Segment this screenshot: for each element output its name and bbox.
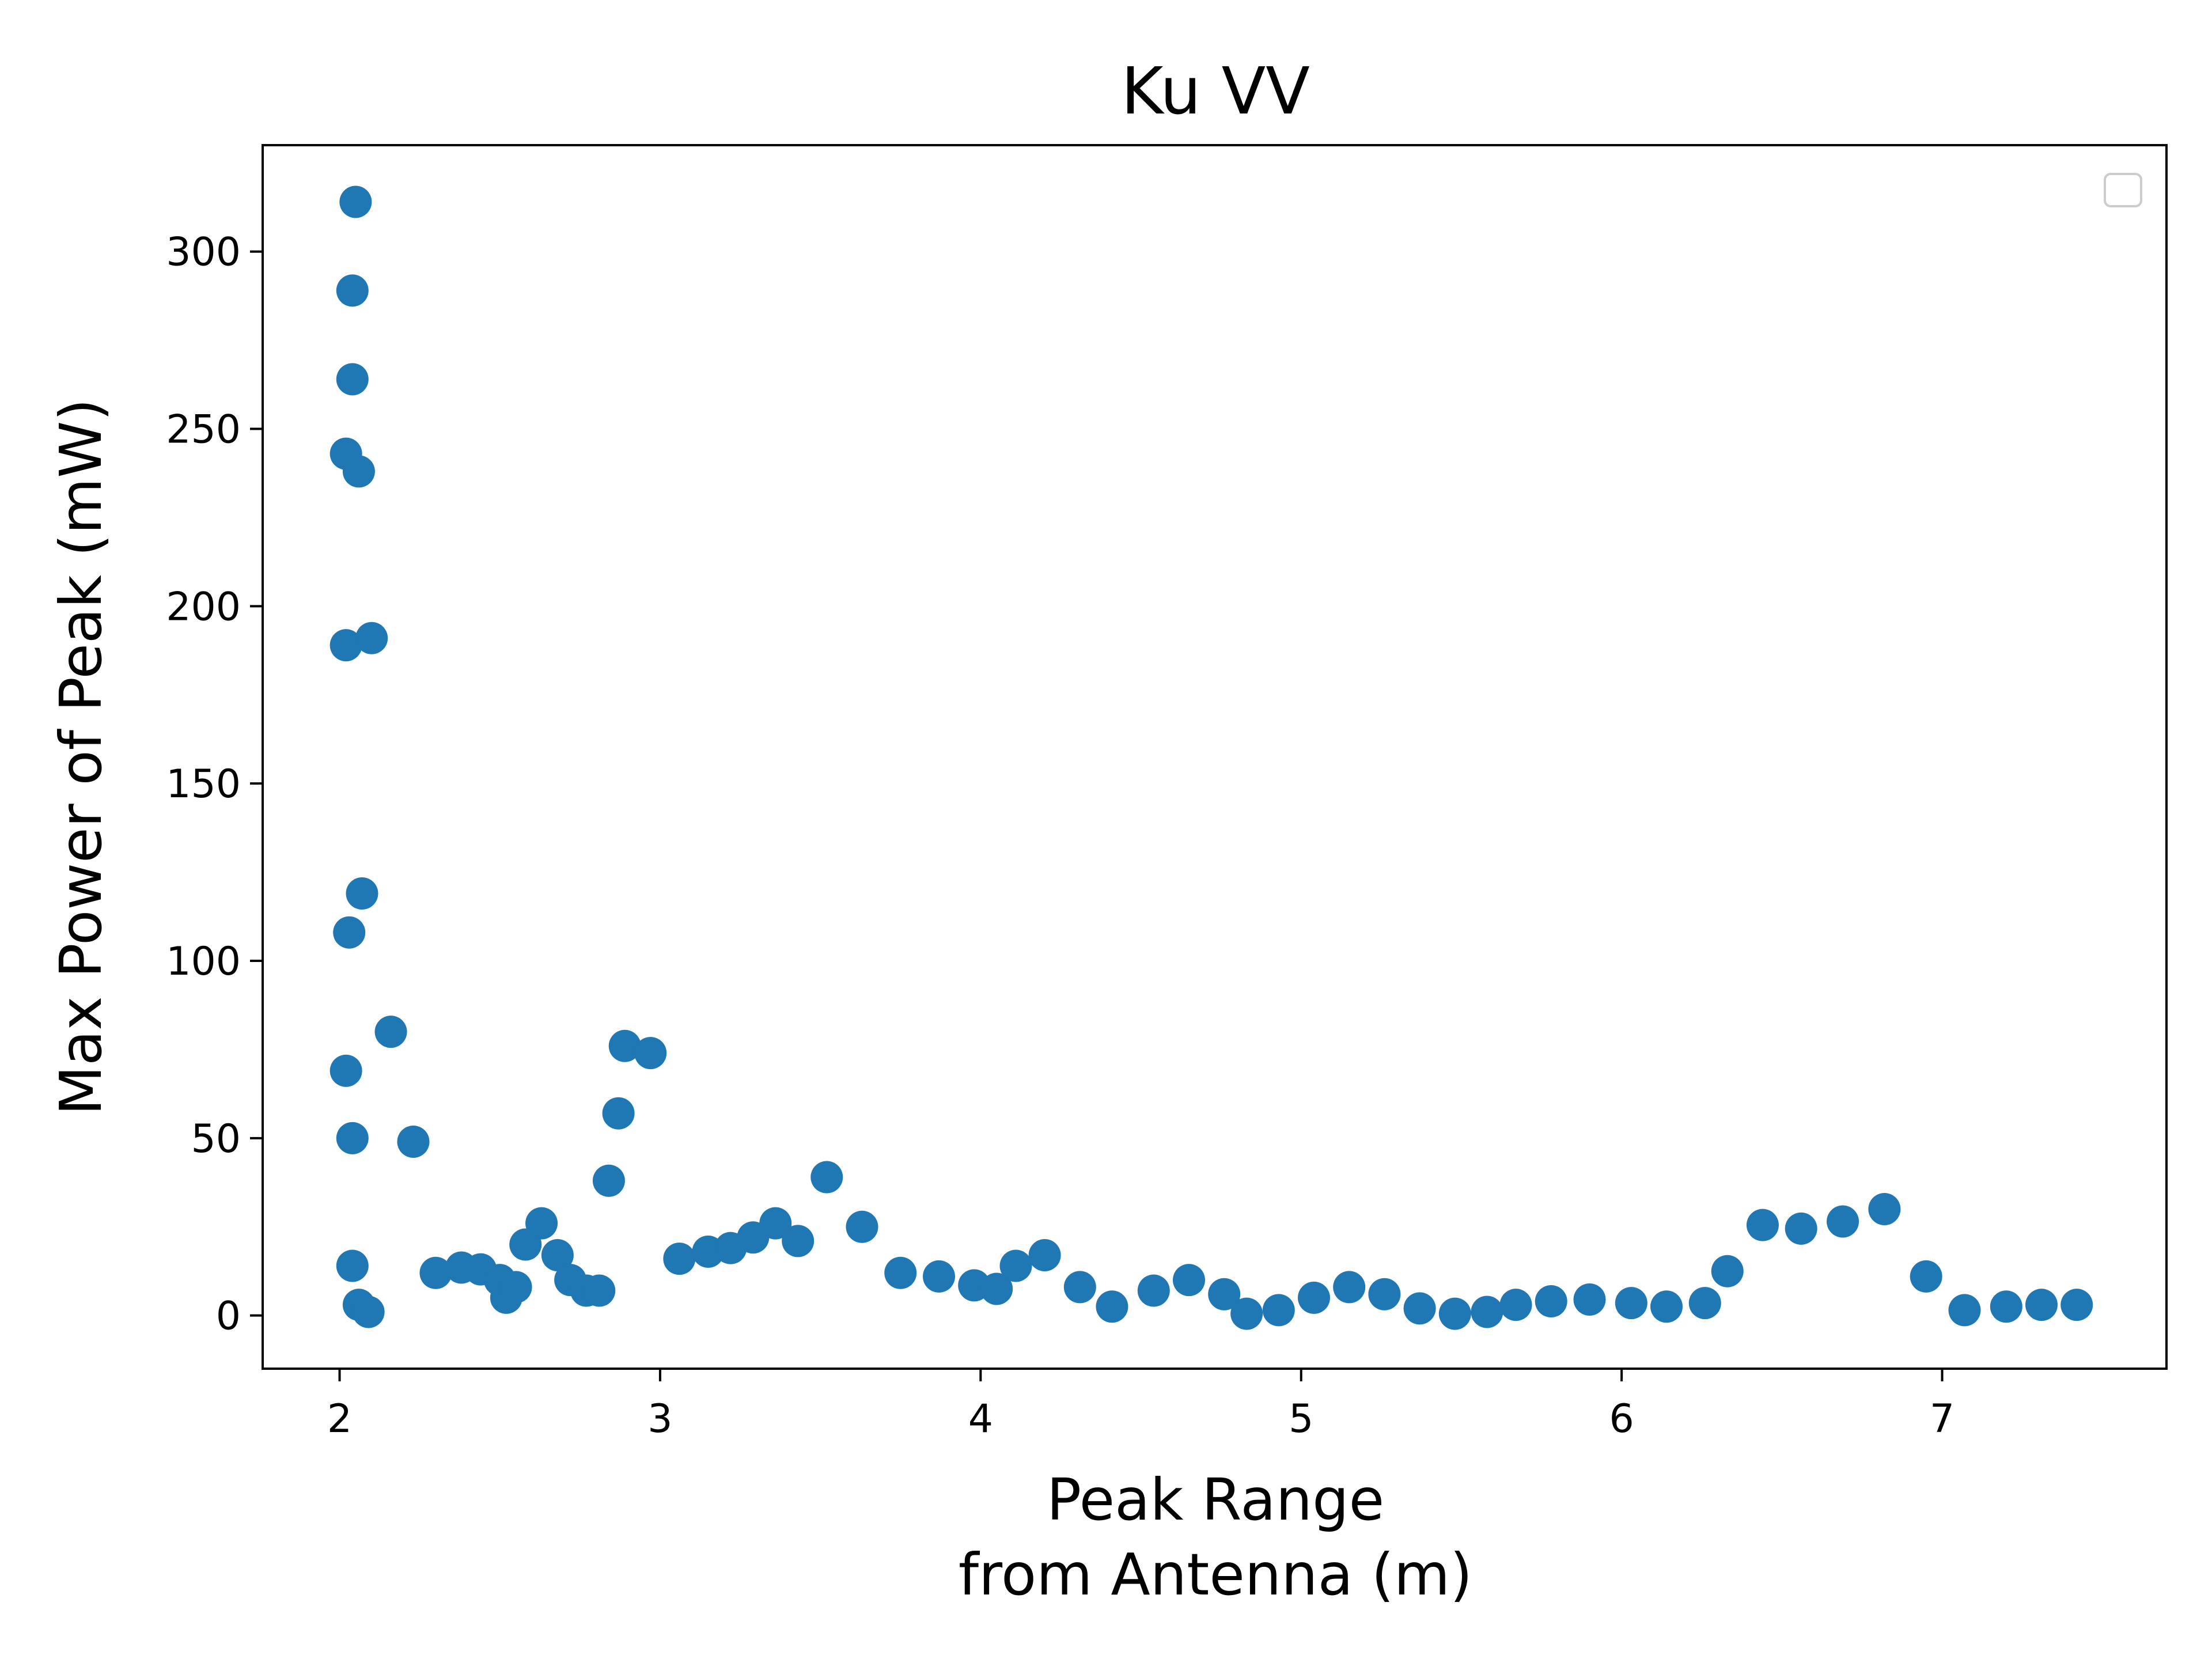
y-tick-label: 250 xyxy=(166,407,241,453)
data-point xyxy=(759,1207,792,1240)
data-point xyxy=(810,1161,843,1194)
plot-frame xyxy=(262,144,2168,1370)
scatter-points xyxy=(329,185,2093,1330)
x-tick-label: 2 xyxy=(327,1396,352,1442)
data-point xyxy=(1499,1289,1532,1321)
data-point xyxy=(608,1029,641,1062)
data-point xyxy=(342,455,375,488)
data-point xyxy=(355,622,388,654)
y-tick-label: 50 xyxy=(191,1116,241,1162)
data-point xyxy=(1297,1281,1330,1314)
data-point xyxy=(1650,1290,1683,1323)
data-point xyxy=(1028,1238,1061,1271)
y-tick-label: 300 xyxy=(166,230,241,275)
data-point xyxy=(846,1210,878,1243)
data-point xyxy=(2061,1289,2093,1321)
data-point xyxy=(346,877,378,910)
x-tick-label: 3 xyxy=(647,1396,672,1442)
data-point xyxy=(782,1225,815,1257)
data-point xyxy=(336,1122,369,1154)
data-point xyxy=(352,1296,385,1328)
data-point xyxy=(329,1054,362,1087)
data-point xyxy=(1868,1192,1901,1225)
data-point xyxy=(663,1243,696,1275)
y-tick-label: 0 xyxy=(216,1294,241,1339)
data-point xyxy=(1910,1260,1942,1293)
data-point xyxy=(541,1238,574,1271)
data-point xyxy=(602,1097,635,1130)
data-point xyxy=(999,1249,1032,1282)
data-point xyxy=(1063,1271,1096,1304)
data-point xyxy=(922,1260,955,1293)
data-point xyxy=(980,1272,1013,1305)
data-point xyxy=(336,274,369,307)
data-point xyxy=(1137,1274,1170,1307)
data-point xyxy=(339,185,372,218)
y-tick-label: 100 xyxy=(166,939,241,984)
data-point xyxy=(1471,1296,1503,1328)
data-point xyxy=(1948,1294,1981,1327)
data-point xyxy=(1711,1255,1744,1287)
x-tick-label: 7 xyxy=(1930,1396,1955,1442)
data-point xyxy=(1333,1271,1366,1304)
data-point xyxy=(1535,1285,1567,1318)
data-point xyxy=(2025,1289,2058,1321)
data-point xyxy=(419,1256,452,1289)
data-point xyxy=(1615,1287,1647,1320)
x-axis-label-line-2: from Antenna (m) xyxy=(959,1541,1472,1608)
x-tick-label: 6 xyxy=(1609,1396,1634,1442)
data-point xyxy=(1438,1297,1471,1330)
data-point xyxy=(1230,1297,1263,1330)
data-point xyxy=(336,1249,369,1282)
data-point xyxy=(397,1125,430,1158)
data-point xyxy=(336,363,369,396)
data-point xyxy=(583,1274,616,1307)
x-axis-label-line-1: Peak Range xyxy=(1047,1466,1384,1533)
data-point xyxy=(1746,1209,1779,1241)
data-point xyxy=(1990,1290,2022,1323)
legend-box xyxy=(2104,173,2142,207)
data-point xyxy=(592,1164,625,1197)
data-point xyxy=(634,1037,667,1070)
data-point xyxy=(1827,1205,1859,1238)
y-tick-label: 200 xyxy=(166,584,241,630)
data-point xyxy=(1368,1278,1401,1310)
data-point xyxy=(374,1016,407,1048)
data-point xyxy=(1785,1212,1817,1245)
data-point xyxy=(1403,1292,1436,1325)
data-point xyxy=(884,1256,917,1289)
y-axis: 0 50 100 150 200 250 300 xyxy=(166,230,263,1339)
data-point xyxy=(1573,1283,1606,1316)
x-tick-label: 4 xyxy=(968,1396,993,1442)
y-axis-label: Max Power of Peak (mW) xyxy=(47,399,115,1115)
data-point xyxy=(525,1207,558,1240)
data-point xyxy=(499,1271,532,1304)
data-point xyxy=(1688,1287,1721,1320)
data-point xyxy=(329,629,362,662)
x-tick-label: 5 xyxy=(1289,1396,1313,1442)
y-tick-label: 150 xyxy=(166,762,241,807)
data-point xyxy=(1172,1264,1205,1297)
data-point xyxy=(1208,1278,1241,1310)
chart-title: Ku VV xyxy=(1121,54,1310,129)
data-point xyxy=(333,916,366,949)
data-point xyxy=(1096,1290,1128,1323)
x-axis: 2 3 4 5 6 7 xyxy=(327,1369,1955,1442)
data-point xyxy=(1262,1294,1295,1327)
